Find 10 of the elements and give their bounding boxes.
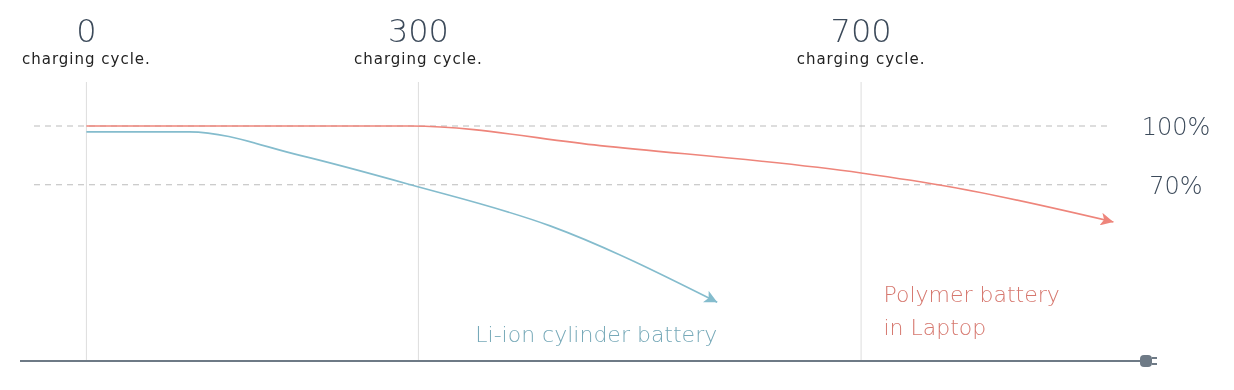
- text: Polymer battery in Laptop: [883, 281, 1060, 340]
- series-label: Li-ion cylinder battery: [475, 322, 718, 348]
- x-tick-label: 300: [387, 12, 449, 50]
- text: charging cycle.: [353, 50, 483, 68]
- text: charging cycle.: [796, 50, 926, 68]
- x-tick-label: 0: [76, 12, 97, 50]
- y-tick-label: 100%: [1141, 113, 1211, 141]
- y-tick-label: 70%: [1149, 171, 1203, 200]
- x-axis-title: charging cycle.: [21, 50, 151, 68]
- x-tick-label: 700: [830, 12, 892, 50]
